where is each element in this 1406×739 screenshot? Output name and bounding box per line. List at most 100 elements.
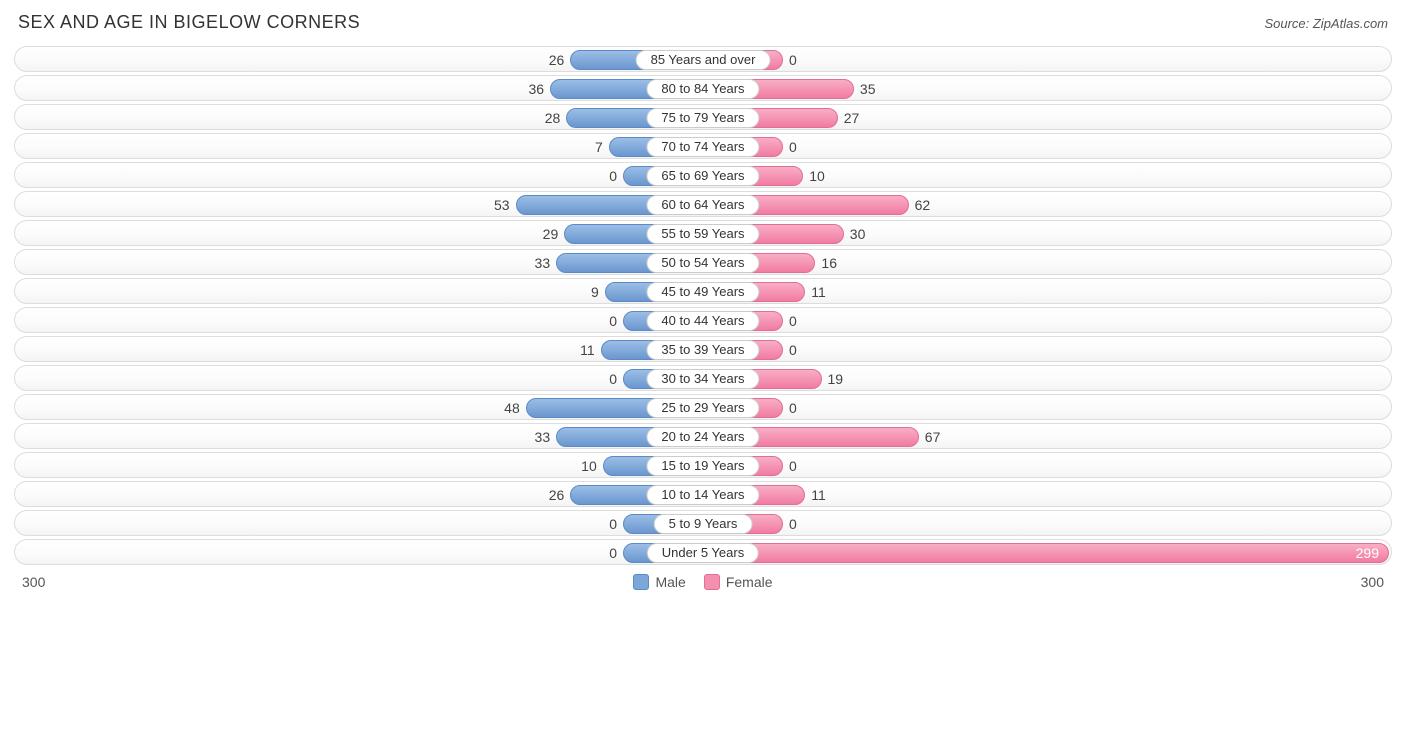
chart-row: 0 0 40 to 44 Years xyxy=(14,307,1392,333)
chart-row: 10 0 15 to 19 Years xyxy=(14,452,1392,478)
category-label: 80 to 84 Years xyxy=(646,79,759,99)
chart-row: 26 0 85 Years and over xyxy=(14,46,1392,72)
chart-footer: 300 Male Female 300 xyxy=(8,568,1398,592)
category-label: 70 to 74 Years xyxy=(646,137,759,157)
value-male: 10 xyxy=(581,453,597,479)
chart-row: 26 11 10 to 14 Years xyxy=(14,481,1392,507)
category-label: Under 5 Years xyxy=(647,543,759,563)
value-female: 19 xyxy=(828,366,844,392)
category-label: 30 to 34 Years xyxy=(646,369,759,389)
chart-row: 0 299 Under 5 Years xyxy=(14,539,1392,565)
category-label: 40 to 44 Years xyxy=(646,311,759,331)
chart-row: 0 19 30 to 34 Years xyxy=(14,365,1392,391)
value-male: 9 xyxy=(591,279,599,305)
category-label: 60 to 64 Years xyxy=(646,195,759,215)
category-label: 45 to 49 Years xyxy=(646,282,759,302)
chart-row: 7 0 70 to 74 Years xyxy=(14,133,1392,159)
chart-row: 33 16 50 to 54 Years xyxy=(14,249,1392,275)
bar-female xyxy=(703,543,1389,563)
value-female: 11 xyxy=(811,279,826,305)
category-label: 85 Years and over xyxy=(636,50,771,70)
value-female: 30 xyxy=(850,221,866,247)
chart-source: Source: ZipAtlas.com xyxy=(1264,16,1388,31)
row-track: 26 0 85 Years and over xyxy=(14,46,1392,72)
row-track: 33 16 50 to 54 Years xyxy=(14,249,1392,275)
value-male: 36 xyxy=(528,76,544,102)
category-label: 25 to 29 Years xyxy=(646,398,759,418)
legend-label-female: Female xyxy=(726,574,773,590)
value-female: 0 xyxy=(789,308,797,334)
category-label: 50 to 54 Years xyxy=(646,253,759,273)
value-male: 0 xyxy=(609,511,617,537)
row-track: 0 19 30 to 34 Years xyxy=(14,365,1392,391)
row-track: 36 35 80 to 84 Years xyxy=(14,75,1392,101)
value-male: 28 xyxy=(545,105,561,131)
chart-row: 282775 to 79 Years xyxy=(14,104,1392,130)
axis-max-left: 300 xyxy=(22,574,45,590)
chart-row: 48 0 25 to 29 Years xyxy=(14,394,1392,420)
chart-title: SEX AND AGE IN BIGELOW CORNERS xyxy=(18,12,360,33)
chart-row: 53 62 60 to 64 Years xyxy=(14,191,1392,217)
value-male: 48 xyxy=(504,395,520,421)
legend-item-male: Male xyxy=(633,574,685,590)
value-female: 11 xyxy=(811,482,826,508)
row-track: 7 0 70 to 74 Years xyxy=(14,133,1392,159)
value-male: 26 xyxy=(549,482,565,508)
value-male: 33 xyxy=(535,424,551,450)
row-track: 26 11 10 to 14 Years xyxy=(14,481,1392,507)
legend: Male Female xyxy=(633,574,772,590)
category-label: 20 to 24 Years xyxy=(646,427,759,447)
legend-swatch-female xyxy=(704,574,720,590)
category-label: 35 to 39 Years xyxy=(646,340,759,360)
value-female: 10 xyxy=(809,163,825,189)
chart-row: 33 67 20 to 24 Years xyxy=(14,423,1392,449)
chart-row: 11 0 35 to 39 Years xyxy=(14,336,1392,362)
value-female: 0 xyxy=(789,395,797,421)
row-track: 11 0 35 to 39 Years xyxy=(14,336,1392,362)
value-male: 7 xyxy=(595,134,603,160)
chart-row: 0 0 5 to 9 Years xyxy=(14,510,1392,536)
value-male: 11 xyxy=(580,337,595,363)
value-female: 0 xyxy=(789,337,797,363)
value-male: 0 xyxy=(609,366,617,392)
value-male: 0 xyxy=(609,308,617,334)
value-female: 67 xyxy=(925,424,941,450)
row-track: 0 10 65 to 69 Years xyxy=(14,162,1392,188)
chart-row: 0 10 65 to 69 Years xyxy=(14,162,1392,188)
row-track: 0 299 Under 5 Years xyxy=(14,539,1392,565)
value-female: 16 xyxy=(821,250,837,276)
category-label: 55 to 59 Years xyxy=(646,224,759,244)
legend-swatch-male xyxy=(633,574,649,590)
category-label: 75 to 79 Years xyxy=(646,108,759,128)
category-label: 65 to 69 Years xyxy=(646,166,759,186)
value-male: 33 xyxy=(535,250,551,276)
legend-label-male: Male xyxy=(655,574,685,590)
value-male: 26 xyxy=(549,47,565,73)
value-female: 0 xyxy=(789,511,797,537)
chart-row: 29 30 55 to 59 Years xyxy=(14,220,1392,246)
row-track: 48 0 25 to 29 Years xyxy=(14,394,1392,420)
row-track: 29 30 55 to 59 Years xyxy=(14,220,1392,246)
value-female: 299 xyxy=(1348,540,1387,566)
row-track: 10 0 15 to 19 Years xyxy=(14,452,1392,478)
chart-header: SEX AND AGE IN BIGELOW CORNERS Source: Z… xyxy=(8,8,1398,43)
value-female: 35 xyxy=(860,76,876,102)
value-female: 0 xyxy=(789,47,797,73)
value-male: 0 xyxy=(609,163,617,189)
chart-row: 36 35 80 to 84 Years xyxy=(14,75,1392,101)
category-label: 10 to 14 Years xyxy=(646,485,759,505)
row-track: 282775 to 79 Years xyxy=(14,104,1392,130)
category-label: 5 to 9 Years xyxy=(654,514,753,534)
value-female: 0 xyxy=(789,134,797,160)
legend-item-female: Female xyxy=(704,574,773,590)
value-female: 62 xyxy=(915,192,931,218)
chart-row: 9 11 45 to 49 Years xyxy=(14,278,1392,304)
axis-max-right: 300 xyxy=(1361,574,1384,590)
value-male: 0 xyxy=(609,540,617,566)
row-track: 0 0 40 to 44 Years xyxy=(14,307,1392,333)
value-female: 0 xyxy=(789,453,797,479)
category-label: 15 to 19 Years xyxy=(646,456,759,476)
value-male: 29 xyxy=(543,221,559,247)
row-track: 0 0 5 to 9 Years xyxy=(14,510,1392,536)
value-male: 53 xyxy=(494,192,510,218)
